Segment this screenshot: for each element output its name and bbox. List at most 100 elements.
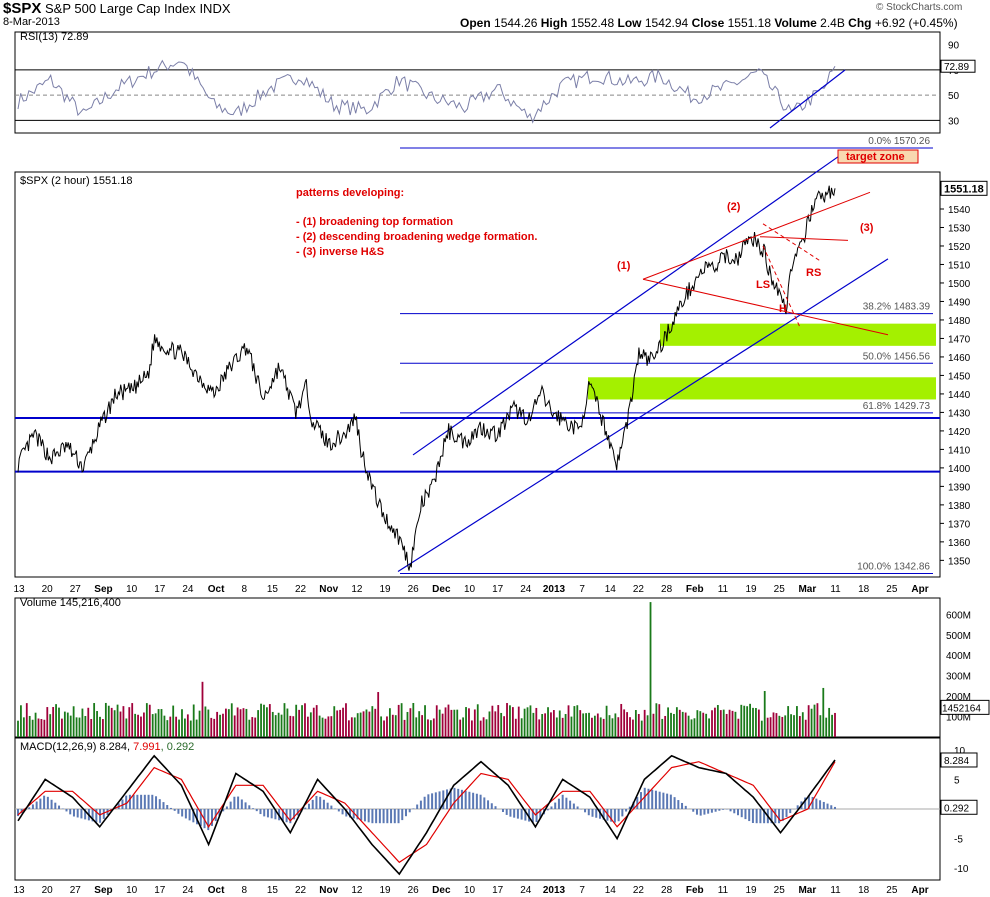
volume-bar — [623, 709, 626, 737]
macd-x-tick-label: Dec — [432, 885, 451, 896]
chart-title: $SPX S&P 500 Large Cap Index INDX — [3, 0, 231, 17]
price-tick-label: 1520 — [948, 242, 971, 253]
volume-bar — [28, 715, 31, 737]
macd-histogram-bar — [554, 802, 557, 809]
volume-bar — [72, 706, 75, 737]
volume-bar — [588, 712, 590, 737]
volume-bar — [66, 712, 69, 737]
macd-histogram-bar — [315, 795, 318, 809]
volume-bar — [673, 713, 675, 737]
macd-histogram-bar — [755, 809, 758, 824]
volume-bar — [90, 718, 93, 737]
volume-bar — [166, 720, 169, 737]
volume-bar — [163, 715, 166, 737]
volume-bar — [482, 717, 485, 737]
low-label: Low — [617, 16, 642, 30]
macd-histogram-bar — [222, 809, 225, 812]
macd-histogram-bar — [184, 809, 187, 819]
volume-bar — [227, 709, 230, 737]
volume-tick-label: 600M — [946, 610, 971, 621]
volume-bar — [646, 715, 649, 737]
volume-label: Volume — [774, 16, 817, 30]
volume-bar — [547, 707, 549, 737]
macd-histogram-bar — [244, 802, 247, 809]
macd-histogram-bar — [695, 809, 698, 815]
volume-bar — [424, 705, 426, 737]
price-x-tick-label: 26 — [408, 584, 420, 595]
volume-bar — [766, 717, 769, 737]
macd-histogram-bar — [84, 809, 87, 820]
macd-histogram-bar — [472, 792, 475, 809]
volume-bar — [450, 709, 453, 737]
volume-bar — [728, 709, 731, 737]
volume-bar — [755, 708, 757, 737]
macd-histogram-bar — [155, 796, 158, 809]
volume-bar — [318, 715, 321, 737]
volume-bar — [535, 707, 538, 737]
volume-bar — [412, 702, 415, 737]
volume-bar — [699, 711, 702, 737]
volume-bar — [514, 718, 517, 737]
volume-bar — [681, 711, 684, 737]
macd-x-tick-label: 12 — [351, 885, 363, 896]
volume-bar — [579, 710, 582, 737]
volume-bar — [541, 714, 544, 737]
volume-bar — [356, 713, 359, 737]
macd-histogram-bar — [830, 805, 833, 809]
price-x-tick-label: 20 — [42, 584, 54, 595]
macd-histogram-bar — [501, 809, 504, 813]
hist-value-tag — [940, 799, 978, 815]
patterns-heading: patterns developing: — [296, 187, 404, 199]
volume-bar — [687, 715, 690, 737]
macd-histogram-bar — [569, 800, 572, 809]
volume-bar — [831, 714, 833, 737]
volume-bar — [75, 717, 78, 737]
volume-bar — [643, 709, 646, 737]
macd-tick-label: 5 — [954, 775, 960, 786]
price-tick-label: 1440 — [948, 390, 971, 401]
macd-histogram-bar — [72, 809, 75, 817]
volume-bar — [225, 708, 227, 737]
macd-histogram-bar — [763, 809, 766, 824]
price-x-tick-label: 28 — [661, 584, 673, 595]
volume-bar — [263, 704, 265, 737]
volume-bar — [640, 720, 643, 737]
macd-histogram-bar — [266, 809, 269, 818]
broadening-top-upper-line — [642, 191, 871, 280]
volume-bar — [652, 713, 655, 737]
macd-histogram-bar — [207, 809, 210, 831]
volume-bar — [564, 714, 567, 737]
macd-histogram-bar — [39, 798, 42, 809]
volume-bar — [397, 704, 400, 737]
macd-x-tick-label: Sep — [94, 885, 112, 896]
volume-bar — [552, 710, 555, 737]
head-label: H — [779, 303, 787, 315]
price-x-tick-label: 15 — [267, 584, 279, 595]
macd-x-tick-label: 10 — [464, 885, 476, 896]
volume-bar — [807, 705, 810, 737]
macd-x-tick-label: 24 — [520, 885, 532, 896]
macd-label-name: MACD(12,26,9) — [20, 741, 99, 753]
volume-bar — [242, 708, 245, 737]
watermark: © StockCharts.com — [876, 2, 963, 13]
volume-bar — [664, 715, 667, 737]
volume-bar — [570, 716, 573, 737]
macd-histogram-bar — [722, 809, 725, 810]
volume-bar — [391, 714, 394, 737]
macd-histogram-bar — [304, 807, 307, 809]
volume-bar — [309, 712, 312, 737]
left-shoulder-label: LS — [756, 279, 770, 291]
volume-bar — [400, 703, 403, 737]
volume-bar — [186, 714, 189, 737]
volume-bar — [605, 705, 608, 737]
macd-histogram-bar — [382, 809, 385, 824]
price-label: $SPX (2 hour) 1551.18 — [20, 175, 133, 187]
macd-x-tick-label: 8 — [241, 885, 247, 896]
macd-histogram-bar — [162, 802, 165, 809]
volume-bar — [154, 713, 157, 737]
fibonacci-label: 100.0% 1342.86 — [857, 562, 930, 573]
macd-histogram-bar — [550, 806, 553, 809]
volume-bar — [113, 710, 116, 737]
macd-x-tick-label: 11 — [830, 885, 841, 896]
